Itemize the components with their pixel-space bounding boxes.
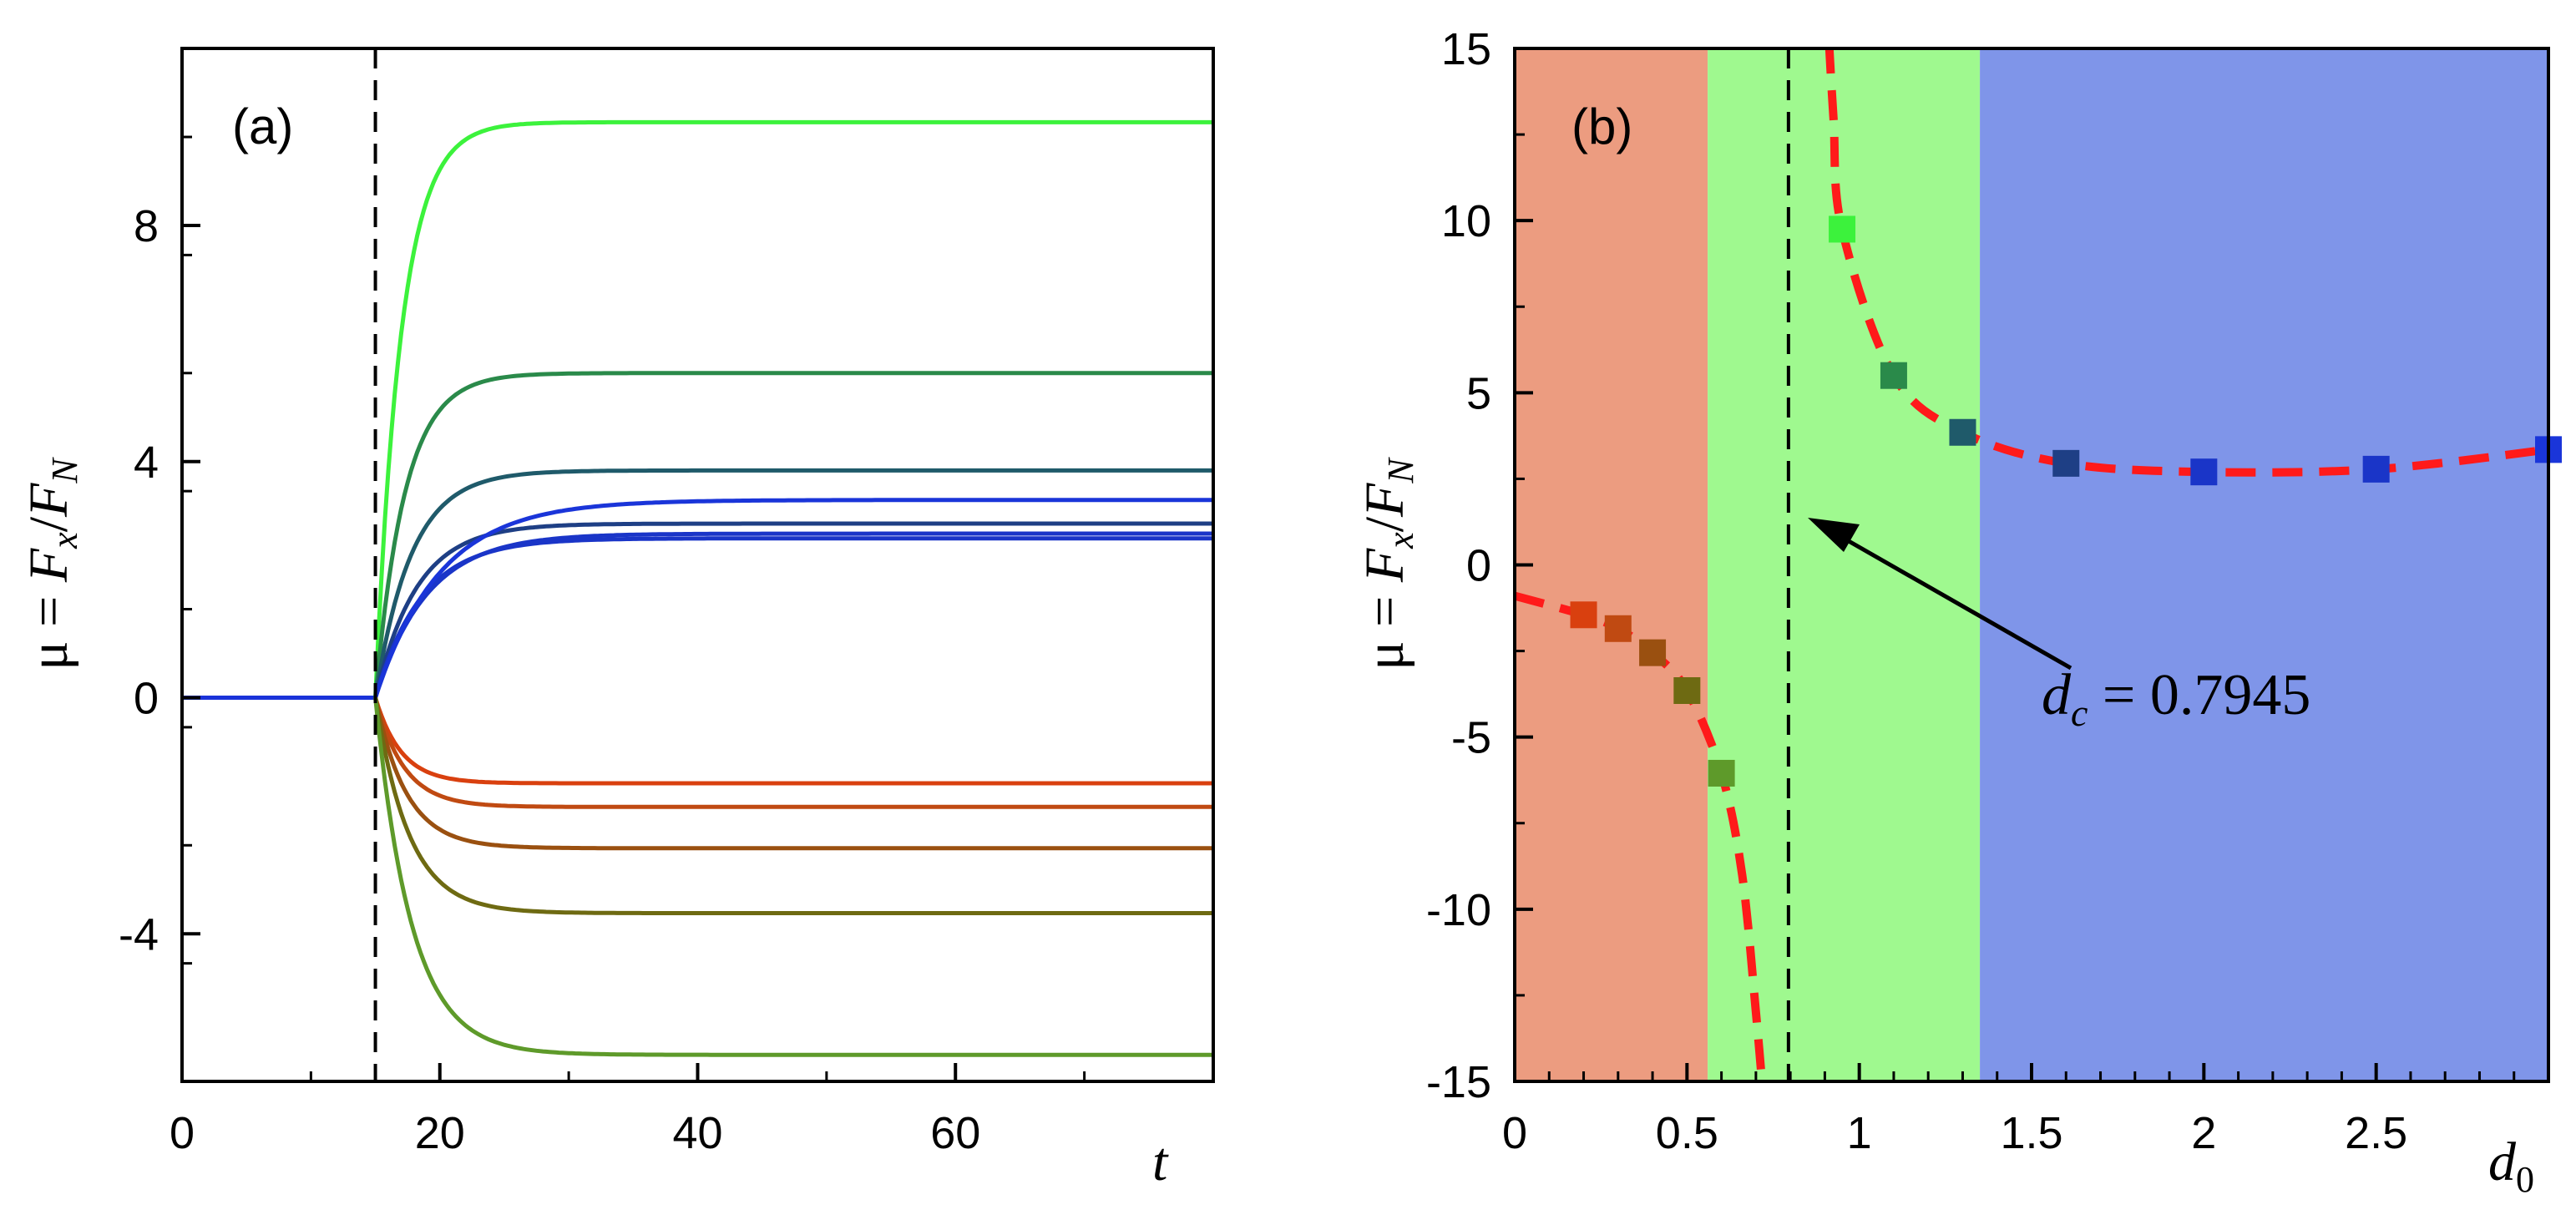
data-point-9 [2190,458,2218,486]
series-line-1 [373,371,1213,698]
panel-a-x-tick-label: 40 [672,1108,722,1158]
fit-curve-left [1515,591,1767,1081]
panel-a-ylabel: μ = Fx/FN [18,457,85,671]
panel-a-ticks: 0 20 40 60 -4 0 4 8 [119,135,1215,1158]
series-line-3 [373,521,1213,699]
panel-b-y-tick-label: 0 [1466,541,1491,591]
xlabel-d: d [2488,1131,2517,1192]
data-point-3 [1673,677,1701,705]
data-point-2 [1639,639,1667,666]
series-line-5 [373,531,1213,699]
data-point-6 [1880,362,1907,389]
series-line-7 [373,696,1213,786]
annotation-d: d [2042,663,2072,727]
panel-b-y-tick-label: 15 [1441,24,1491,74]
data-point-4 [1708,759,1735,787]
slash: / [18,516,79,532]
series-line-9 [373,696,1213,851]
data-point-5 [1829,215,1856,243]
region-0 [1515,48,1708,1081]
panel-a-x-tick-label: 20 [415,1108,465,1158]
panel-b-y-tick-label: 10 [1441,196,1491,246]
equals-sign: = [18,582,79,640]
panel-a-frame [180,47,1215,1083]
annotation-sub-c: c [2071,691,2088,734]
panel-a-y-tick-label: -4 [119,909,159,959]
force-f: F [1354,483,1415,518]
force-f: F [1354,548,1415,583]
series-line-8 [373,696,1213,809]
panel-b-x-tick-label: 2 [2191,1108,2216,1158]
mu-symbol: μ [1354,640,1415,670]
panel-b-y-tick-label: 5 [1466,368,1491,418]
panel-b-y-tick-label: -15 [1426,1057,1491,1107]
panel-b-x-tick-label: 0 [1502,1108,1527,1158]
panel-a-y-tick-label: 8 [134,201,159,251]
panel-a-y-tick-label: 0 [134,674,159,724]
panel-a-x-tick-label: 0 [170,1108,195,1158]
force-f: F [18,483,79,518]
region-2 [1980,48,2548,1081]
data-point-7 [1949,418,1976,446]
series-line-2 [373,468,1213,698]
panel-a-x-tick-label: 60 [930,1108,980,1158]
panel-b-ticks: 0 0.5 1 1.5 2 2.5 -15 -10 -5 0 5 10 15 [1426,24,2550,1158]
annotation-value: = 0.7945 [2088,663,2310,727]
series-line-11 [373,697,1213,1057]
panel-a-series [182,119,1213,1057]
panel-b-regions [1515,48,2548,1081]
panel-b-points [1570,215,2562,787]
panel-b-label: (b) [1571,99,1632,154]
series-line-10 [373,697,1213,915]
subscript-x: x [44,532,85,549]
panel-b-y-tick-label: -5 [1451,713,1491,763]
panel-a-y-tick-label: 4 [134,438,159,488]
data-point-1 [1604,615,1632,642]
series-line-4 [373,536,1213,699]
panel-b-y-tick-label: -10 [1426,885,1491,935]
series-line-0 [373,119,1213,698]
slash: / [1354,516,1415,532]
panel-b-x-tick-label: 2.5 [2345,1108,2407,1158]
critical-d-annotation: dc = 0.7945 [2042,663,2310,734]
series-line-6 [373,498,1213,699]
data-point-10 [2362,455,2390,483]
data-point-0 [1570,601,1597,629]
force-f: F [18,548,79,583]
mu-symbol: μ [18,640,79,670]
panel-b-ylabel: μ = Fx/FN [1354,457,1421,671]
subscript-x: x [1380,532,1421,549]
panel-b-x-tick-label: 1 [1847,1108,1872,1158]
equals-sign: = [1354,582,1415,640]
subscript-n: N [1380,457,1421,484]
panel-a-xlabel: t [1152,1131,1169,1192]
annotation-arrow [1808,518,2072,671]
subscript-n: N [44,457,85,484]
panel-a-label: (a) [232,99,293,154]
data-point-8 [2052,449,2080,477]
panel-b-x-tick-label: 0.5 [1656,1108,1718,1158]
xlabel-sub-0: 0 [2516,1159,2534,1200]
panel-b-x-tick-label: 1.5 [2000,1108,2062,1158]
panel-b-xlabel: d0 [2488,1131,2534,1200]
